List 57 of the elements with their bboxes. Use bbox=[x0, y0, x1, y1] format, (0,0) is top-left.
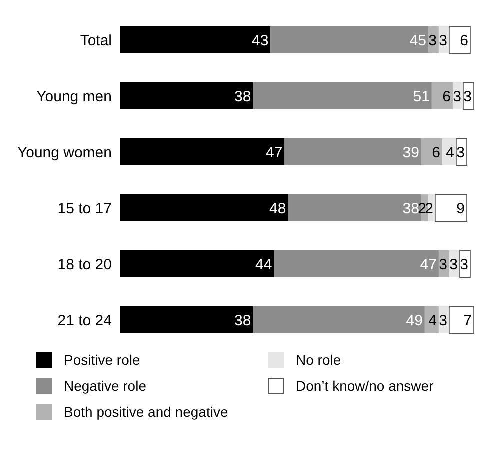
data-label: 3 bbox=[428, 32, 437, 50]
bar bbox=[449, 306, 474, 334]
y-tick-label: Total bbox=[80, 32, 112, 50]
data-label: 3 bbox=[439, 256, 448, 274]
data-label: 49 bbox=[406, 312, 423, 330]
legend-label: Positive role bbox=[64, 352, 140, 368]
bar bbox=[120, 138, 285, 166]
bar bbox=[421, 138, 442, 166]
y-tick-label: 18 to 20 bbox=[58, 256, 112, 274]
bar bbox=[270, 26, 428, 54]
y-tick-label: 15 to 17 bbox=[58, 200, 112, 218]
bar bbox=[449, 26, 471, 54]
data-label: 47 bbox=[266, 144, 283, 162]
data-label: 44 bbox=[256, 256, 272, 274]
y-tick-label: Young men bbox=[36, 88, 112, 106]
bar bbox=[435, 194, 468, 222]
bar bbox=[274, 250, 439, 278]
data-label: 7 bbox=[464, 312, 472, 330]
data-label: 2 bbox=[425, 200, 434, 218]
legend-label: Both positive and negative bbox=[64, 404, 228, 420]
data-label: 4 bbox=[446, 144, 454, 162]
data-label: 3 bbox=[439, 32, 448, 50]
data-label: 47 bbox=[420, 256, 437, 274]
bar bbox=[120, 306, 254, 334]
data-label: 3 bbox=[453, 88, 462, 106]
data-label: 45 bbox=[410, 32, 426, 50]
data-label: 6 bbox=[432, 144, 440, 162]
data-label: 6 bbox=[460, 32, 468, 50]
bar bbox=[120, 250, 274, 278]
data-label: 3 bbox=[450, 256, 458, 274]
data-label: 3 bbox=[460, 256, 468, 274]
data-label: 4 bbox=[428, 312, 437, 330]
data-label: 3 bbox=[464, 88, 472, 106]
data-label: 38 bbox=[402, 200, 420, 218]
data-label: 3 bbox=[456, 144, 465, 162]
bar bbox=[253, 82, 432, 110]
bar bbox=[253, 306, 425, 334]
data-label: 38 bbox=[234, 312, 252, 330]
legend-label: No role bbox=[296, 352, 342, 368]
data-label: 2 bbox=[418, 200, 426, 218]
bar bbox=[284, 138, 422, 166]
data-label: 9 bbox=[456, 200, 465, 218]
y-tick-label: 21 to 24 bbox=[58, 312, 112, 330]
data-label: 43 bbox=[252, 32, 269, 50]
legend-label: Don’t know/no answer bbox=[296, 378, 434, 394]
data-label: 48 bbox=[270, 200, 286, 218]
data-label: 3 bbox=[439, 312, 448, 330]
data-label: 39 bbox=[402, 144, 420, 162]
y-tick-label: Young women bbox=[17, 144, 112, 162]
bar bbox=[120, 82, 254, 110]
data-label: 51 bbox=[413, 88, 430, 106]
data-label: 38 bbox=[234, 88, 252, 106]
bar bbox=[120, 194, 288, 222]
legend-label: Negative role bbox=[64, 378, 146, 394]
bar bbox=[432, 82, 453, 110]
data-label: 6 bbox=[442, 88, 451, 106]
bar bbox=[120, 26, 271, 54]
